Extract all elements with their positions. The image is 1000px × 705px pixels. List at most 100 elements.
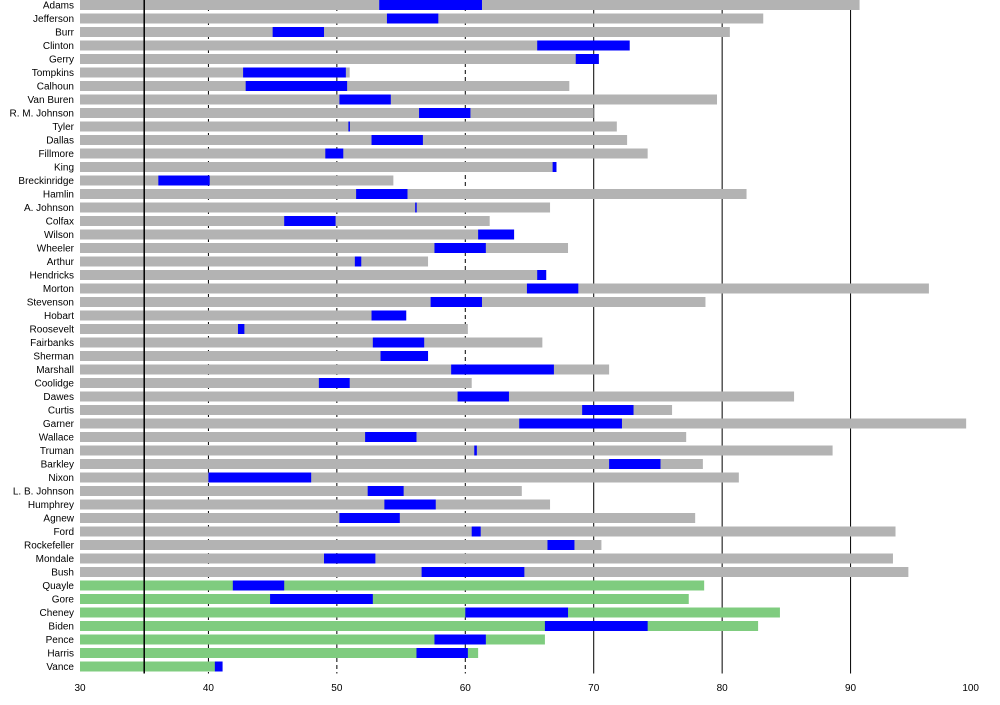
office-term-bar bbox=[237, 324, 245, 334]
office-term-bar bbox=[339, 513, 400, 523]
lifespan-bar bbox=[80, 499, 551, 510]
office-term-bar bbox=[416, 648, 468, 658]
lifespan-bar bbox=[80, 40, 630, 51]
office-term-bar bbox=[457, 391, 509, 402]
office-term-bar bbox=[526, 283, 579, 294]
row-label: Vance bbox=[46, 662, 74, 673]
lifespan-bar bbox=[80, 526, 896, 537]
row-label: Bush bbox=[51, 568, 74, 579]
row-label: Wallace bbox=[39, 433, 75, 444]
office-term-bar bbox=[434, 634, 486, 645]
row-labels: Adams Jefferson Burr Clinton Gerry Tompkins Ca… bbox=[10, 1, 75, 674]
office-term-bar bbox=[609, 459, 661, 469]
row-label: Fairbanks bbox=[30, 338, 74, 349]
row-label: Cheney bbox=[40, 608, 74, 619]
lifespan-bar bbox=[80, 94, 718, 105]
lifespan-bar bbox=[80, 337, 543, 348]
office-term-bar bbox=[318, 378, 350, 388]
lifespan-bar bbox=[80, 243, 569, 253]
office-term-bar bbox=[421, 567, 525, 577]
office-term-bar bbox=[582, 405, 634, 415]
row-label: Tompkins bbox=[32, 68, 74, 79]
row-label: Rockefeller bbox=[24, 541, 75, 552]
lifespan-bar bbox=[80, 135, 628, 145]
lifespan-bar bbox=[80, 648, 479, 658]
office-term-bar bbox=[384, 499, 436, 510]
office-term-bar bbox=[371, 135, 423, 145]
row-label: Gerry bbox=[49, 55, 74, 66]
lifespan-bar bbox=[80, 607, 780, 618]
office-term-bar bbox=[386, 13, 439, 24]
row-label: Agnew bbox=[43, 514, 74, 525]
row-label: Marshall bbox=[36, 365, 74, 376]
x-tick-label: 30 bbox=[74, 683, 86, 694]
x-tick-label: 100 bbox=[962, 683, 979, 694]
lifespan-bar bbox=[80, 472, 739, 483]
lifespan-bar bbox=[80, 27, 730, 37]
office-term-bar bbox=[537, 270, 547, 280]
office-term-bar bbox=[519, 418, 622, 429]
row-label: Van Buren bbox=[27, 95, 74, 106]
x-axis-ticks: 30 40 50 60 70 80 90 100 bbox=[74, 683, 979, 694]
lifespan-bar bbox=[80, 459, 703, 469]
row-label: Calhoun bbox=[37, 82, 74, 93]
office-term-bar bbox=[371, 310, 407, 321]
row-label: Arthur bbox=[47, 257, 75, 268]
lifespan-bar bbox=[80, 310, 407, 321]
lifespan-bar bbox=[80, 283, 929, 294]
row-label: A. Johnson bbox=[24, 203, 74, 214]
row-label: Ford bbox=[53, 527, 74, 538]
lifespan-bar bbox=[80, 270, 547, 280]
row-label: Hamlin bbox=[43, 190, 74, 201]
office-term-bar bbox=[547, 540, 575, 550]
office-term-bar bbox=[243, 67, 346, 78]
row-label: Morton bbox=[43, 284, 74, 295]
row-label: Quayle bbox=[42, 581, 74, 592]
row-label: Burr bbox=[55, 28, 75, 39]
lifespan-bar bbox=[80, 229, 515, 240]
row-label: King bbox=[54, 163, 74, 174]
office-term-bar bbox=[365, 432, 417, 442]
row-label: Wheeler bbox=[37, 244, 75, 255]
lifespan-bar bbox=[80, 621, 759, 631]
x-tick-label: 40 bbox=[203, 683, 215, 694]
row-label: Harris bbox=[47, 649, 74, 660]
office-term-bar bbox=[430, 297, 482, 307]
x-tick-label: 80 bbox=[717, 683, 729, 694]
office-term-bar bbox=[270, 594, 373, 604]
row-label: R. M. Johnson bbox=[10, 109, 74, 120]
lifespan-bar bbox=[80, 162, 557, 172]
lifespan-bar bbox=[80, 391, 795, 402]
office-term-bar bbox=[415, 202, 417, 213]
office-term-bar bbox=[324, 553, 376, 564]
lifespan-bar bbox=[80, 634, 545, 645]
office-term-bar bbox=[471, 526, 481, 537]
lifespan-bar bbox=[80, 108, 594, 118]
row-label: Dawes bbox=[43, 392, 74, 403]
row-label: Truman bbox=[40, 446, 74, 457]
lifespan-bar bbox=[80, 486, 522, 496]
lifespan-bar bbox=[80, 580, 705, 591]
lifespan-bar bbox=[80, 378, 472, 388]
office-term-bar bbox=[284, 216, 336, 226]
row-label: Mondale bbox=[36, 554, 75, 565]
row-label: Barkley bbox=[41, 460, 74, 471]
row-label: Adams bbox=[43, 1, 74, 12]
x-tick-label: 90 bbox=[845, 683, 857, 694]
office-term-bar bbox=[245, 81, 348, 91]
office-term-bar bbox=[354, 256, 362, 267]
lifespan-bar bbox=[80, 594, 689, 604]
row-label: Coolidge bbox=[35, 379, 75, 390]
office-term-bar bbox=[537, 40, 630, 51]
lifespan-bar bbox=[80, 324, 468, 334]
office-term-bar bbox=[419, 108, 471, 118]
row-label: Curtis bbox=[48, 406, 74, 417]
office-term-bar bbox=[158, 175, 210, 186]
office-term-bar bbox=[325, 148, 344, 159]
office-term-bar bbox=[544, 621, 648, 631]
row-label: Tyler bbox=[52, 122, 74, 133]
lifespan-bar bbox=[80, 351, 429, 361]
x-tick-label: 60 bbox=[460, 683, 472, 694]
